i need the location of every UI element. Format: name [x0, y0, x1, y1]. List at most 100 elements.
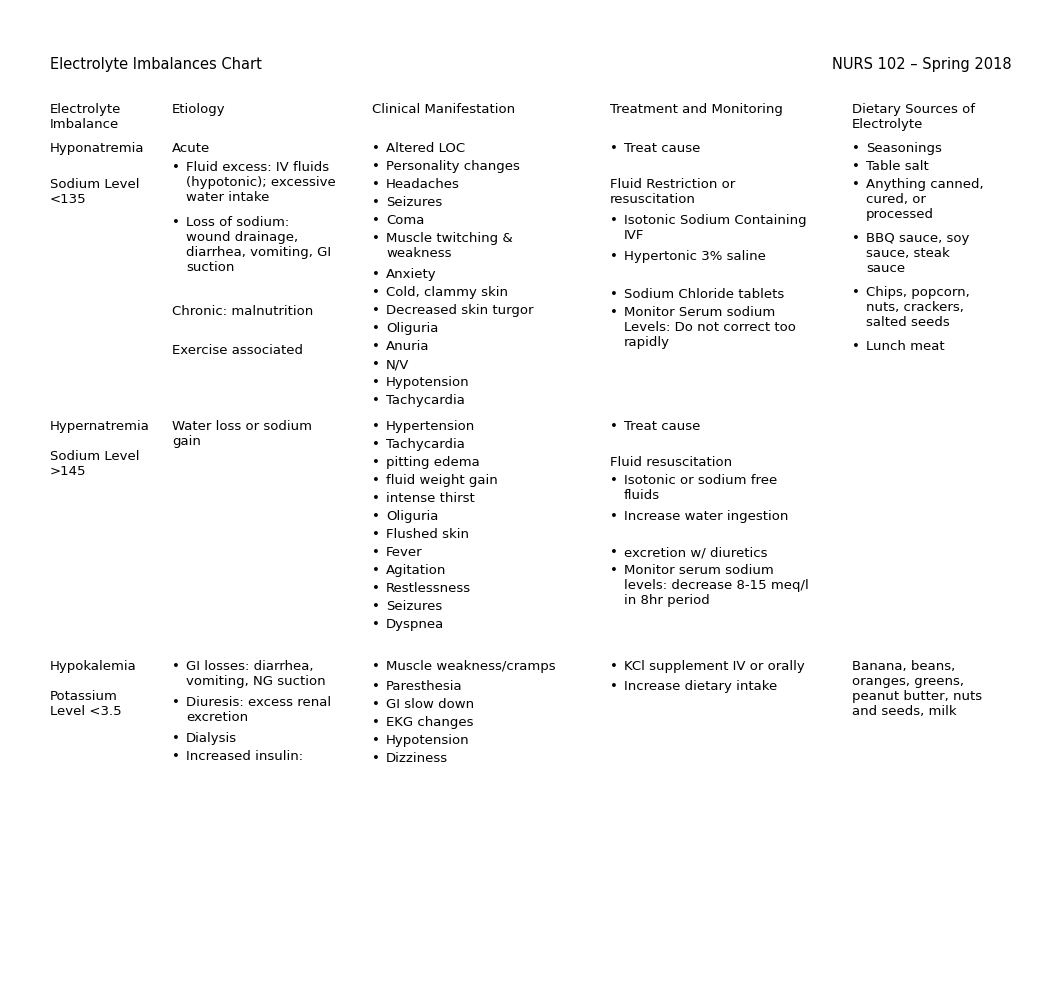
- Text: Lunch meat: Lunch meat: [866, 340, 944, 353]
- Text: Electrolyte Imbalances Chart: Electrolyte Imbalances Chart: [50, 57, 262, 72]
- Text: •: •: [172, 696, 179, 709]
- Text: Banana, beans,
oranges, greens,
peanut butter, nuts
and seeds, milk: Banana, beans, oranges, greens, peanut b…: [852, 660, 982, 718]
- Text: Treat cause: Treat cause: [624, 420, 700, 433]
- Text: Sodium Chloride tablets: Sodium Chloride tablets: [624, 288, 784, 301]
- Text: •: •: [372, 680, 380, 693]
- Text: intense thirst: intense thirst: [386, 492, 475, 505]
- Text: •: •: [172, 660, 179, 673]
- Text: •: •: [610, 474, 618, 487]
- Text: •: •: [372, 456, 380, 469]
- Text: Loss of sodium:
wound drainage,
diarrhea, vomiting, GI
suction: Loss of sodium: wound drainage, diarrhea…: [186, 216, 331, 274]
- Text: Chips, popcorn,
nuts, crackers,
salted seeds: Chips, popcorn, nuts, crackers, salted s…: [866, 286, 970, 329]
- Text: Isotonic or sodium free
fluids: Isotonic or sodium free fluids: [624, 474, 777, 502]
- Text: Hypertension: Hypertension: [386, 420, 476, 433]
- Text: •: •: [372, 660, 380, 673]
- Text: excretion w/ diuretics: excretion w/ diuretics: [624, 546, 768, 559]
- Text: Coma: Coma: [386, 214, 425, 227]
- Text: •: •: [372, 322, 380, 335]
- Text: Increased insulin:: Increased insulin:: [186, 750, 303, 763]
- Text: Etiology: Etiology: [172, 103, 225, 116]
- Text: •: •: [610, 306, 618, 319]
- Text: pitting edema: pitting edema: [386, 456, 480, 469]
- Text: Personality changes: Personality changes: [386, 160, 520, 173]
- Text: Hypotension: Hypotension: [386, 376, 469, 389]
- Text: •: •: [372, 600, 380, 613]
- Text: KCl supplement IV or orally: KCl supplement IV or orally: [624, 660, 805, 673]
- Text: •: •: [610, 546, 618, 559]
- Text: Increase dietary intake: Increase dietary intake: [624, 680, 777, 693]
- Text: •: •: [372, 698, 380, 711]
- Text: Fluid Restriction or
resuscitation: Fluid Restriction or resuscitation: [610, 178, 735, 206]
- Text: Flushed skin: Flushed skin: [386, 528, 469, 541]
- Text: Muscle weakness/cramps: Muscle weakness/cramps: [386, 660, 555, 673]
- Text: fluid weight gain: fluid weight gain: [386, 474, 498, 487]
- Text: Tachycardia: Tachycardia: [386, 394, 465, 407]
- Text: Increase water ingestion: Increase water ingestion: [624, 510, 788, 523]
- Text: Electrolyte
Imbalance: Electrolyte Imbalance: [50, 103, 121, 131]
- Text: BBQ sauce, soy
sauce, steak
sauce: BBQ sauce, soy sauce, steak sauce: [866, 232, 970, 275]
- Text: •: •: [372, 564, 380, 577]
- Text: Agitation: Agitation: [386, 564, 446, 577]
- Text: •: •: [172, 732, 179, 745]
- Text: Fluid excess: IV fluids
(hypotonic); excessive
water intake: Fluid excess: IV fluids (hypotonic); exc…: [186, 161, 336, 204]
- Text: Oliguria: Oliguria: [386, 322, 439, 335]
- Text: Cold, clammy skin: Cold, clammy skin: [386, 286, 508, 299]
- Text: •: •: [372, 304, 380, 317]
- Text: N/V: N/V: [386, 358, 409, 371]
- Text: •: •: [372, 546, 380, 559]
- Text: •: •: [372, 214, 380, 227]
- Text: Diuresis: excess renal
excretion: Diuresis: excess renal excretion: [186, 696, 331, 724]
- Text: Hypotension: Hypotension: [386, 734, 469, 747]
- Text: Isotonic Sodium Containing
IVF: Isotonic Sodium Containing IVF: [624, 214, 807, 242]
- Text: •: •: [372, 582, 380, 595]
- Text: Anything canned,
cured, or
processed: Anything canned, cured, or processed: [866, 178, 983, 221]
- Text: •: •: [172, 161, 179, 174]
- Text: •: •: [610, 680, 618, 693]
- Text: •: •: [372, 438, 380, 451]
- Text: Anxiety: Anxiety: [386, 268, 436, 281]
- Text: Hypernatremia

Sodium Level
>145: Hypernatremia Sodium Level >145: [50, 420, 150, 478]
- Text: GI slow down: GI slow down: [386, 698, 474, 711]
- Text: Altered LOC: Altered LOC: [386, 142, 465, 155]
- Text: •: •: [372, 358, 380, 371]
- Text: •: •: [372, 474, 380, 487]
- Text: Seizures: Seizures: [386, 600, 442, 613]
- Text: •: •: [610, 250, 618, 263]
- Text: Exercise associated: Exercise associated: [172, 344, 303, 357]
- Text: Treat cause: Treat cause: [624, 142, 700, 155]
- Text: •: •: [372, 376, 380, 389]
- Text: •: •: [610, 510, 618, 523]
- Text: •: •: [372, 286, 380, 299]
- Text: •: •: [372, 618, 380, 631]
- Text: Monitor serum sodium
levels: decrease 8-15 meq/l
in 8hr period: Monitor serum sodium levels: decrease 8-…: [624, 564, 809, 607]
- Text: •: •: [372, 528, 380, 541]
- Text: •: •: [372, 142, 380, 155]
- Text: Headaches: Headaches: [386, 178, 460, 191]
- Text: Dialysis: Dialysis: [186, 732, 237, 745]
- Text: Oliguria: Oliguria: [386, 510, 439, 523]
- Text: •: •: [610, 660, 618, 673]
- Text: •: •: [372, 510, 380, 523]
- Text: Hyponatremia: Hyponatremia: [50, 142, 144, 155]
- Text: •: •: [852, 286, 860, 299]
- Text: •: •: [852, 160, 860, 173]
- Text: Acute: Acute: [172, 142, 210, 155]
- Text: Dietary Sources of
Electrolyte: Dietary Sources of Electrolyte: [852, 103, 975, 131]
- Text: Seasonings: Seasonings: [866, 142, 942, 155]
- Text: •: •: [372, 340, 380, 353]
- Text: Hypokalemia

Potassium
Level <3.5: Hypokalemia Potassium Level <3.5: [50, 660, 137, 718]
- Text: •: •: [610, 142, 618, 155]
- Text: •: •: [372, 716, 380, 729]
- Text: NURS 102 – Spring 2018: NURS 102 – Spring 2018: [833, 57, 1012, 72]
- Text: Fluid resuscitation: Fluid resuscitation: [610, 456, 732, 469]
- Text: Sodium Level
<135: Sodium Level <135: [50, 178, 139, 206]
- Text: Water loss or sodium
gain: Water loss or sodium gain: [172, 420, 312, 448]
- Text: •: •: [172, 750, 179, 763]
- Text: •: •: [610, 420, 618, 433]
- Text: Anuria: Anuria: [386, 340, 429, 353]
- Text: EKG changes: EKG changes: [386, 716, 474, 729]
- Text: Dizziness: Dizziness: [386, 752, 448, 765]
- Text: •: •: [172, 216, 179, 229]
- Text: Seizures: Seizures: [386, 196, 442, 209]
- Text: Muscle twitching &
weakness: Muscle twitching & weakness: [386, 232, 513, 260]
